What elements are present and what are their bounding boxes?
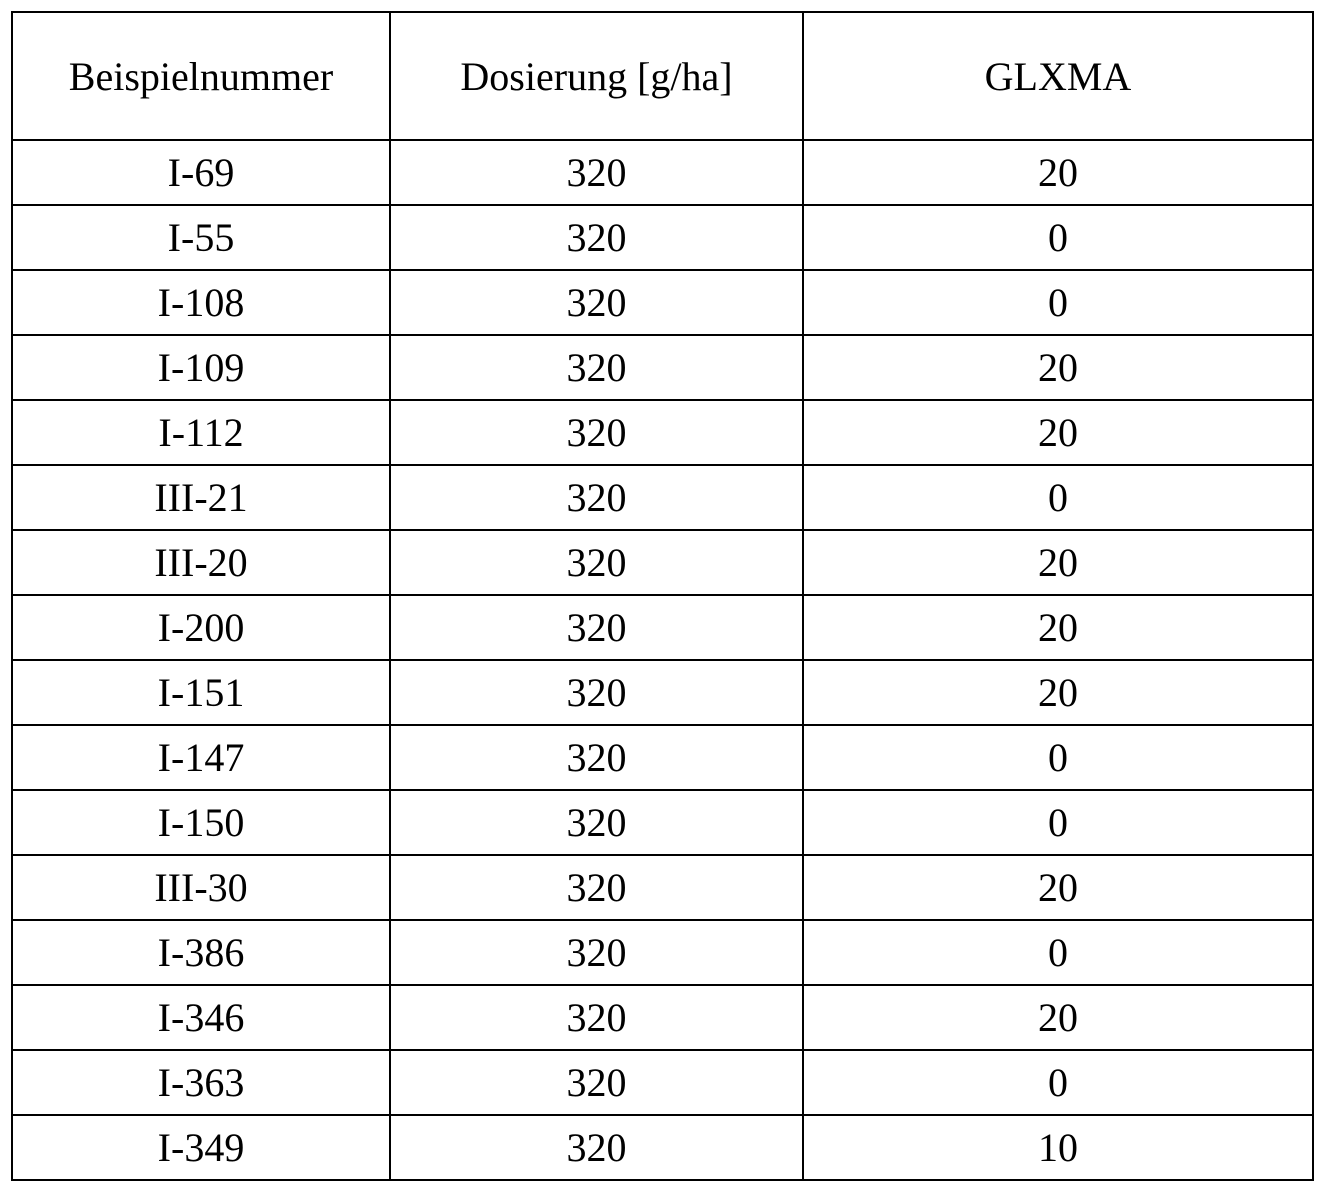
table-cell: 320 [390, 790, 803, 855]
table-cell: III-30 [12, 855, 390, 920]
table-cell: 320 [390, 140, 803, 205]
table-cell: I-386 [12, 920, 390, 985]
header-cell: Dosierung [g/ha] [390, 12, 803, 140]
table-cell: 320 [390, 465, 803, 530]
table-cell: I-363 [12, 1050, 390, 1115]
table-row: I-3863200 [12, 920, 1313, 985]
table-cell: 20 [803, 855, 1313, 920]
table-cell: 320 [390, 1050, 803, 1115]
table-cell: I-349 [12, 1115, 390, 1180]
table-cell: 20 [803, 595, 1313, 660]
table-row: I-34632020 [12, 985, 1313, 1050]
table-cell: 320 [390, 205, 803, 270]
table-cell: 10 [803, 1115, 1313, 1180]
table-cell: 0 [803, 790, 1313, 855]
table-cell: 0 [803, 920, 1313, 985]
header-row: Beispielnummer Dosierung [g/ha] GLXMA [12, 12, 1313, 140]
table-row: III-3032020 [12, 855, 1313, 920]
table-cell: 20 [803, 140, 1313, 205]
table-row: I-3633200 [12, 1050, 1313, 1115]
table-cell: 320 [390, 660, 803, 725]
table-cell: 0 [803, 725, 1313, 790]
table-cell: 0 [803, 270, 1313, 335]
table-cell: I-109 [12, 335, 390, 400]
table-cell: 320 [390, 270, 803, 335]
table-cell: 20 [803, 985, 1313, 1050]
table-cell: I-151 [12, 660, 390, 725]
table-cell: 320 [390, 920, 803, 985]
table-cell: 20 [803, 660, 1313, 725]
table-cell: 0 [803, 465, 1313, 530]
table-cell: 320 [390, 530, 803, 595]
table-cell: I-346 [12, 985, 390, 1050]
table-cell: 320 [390, 725, 803, 790]
table-cell: I-108 [12, 270, 390, 335]
table-cell: III-21 [12, 465, 390, 530]
data-table: Beispielnummer Dosierung [g/ha] GLXMA I-… [11, 11, 1314, 1181]
table-cell: 320 [390, 985, 803, 1050]
table-cell: 320 [390, 335, 803, 400]
table-cell: I-200 [12, 595, 390, 660]
table-cell: 20 [803, 335, 1313, 400]
table-cell: I-147 [12, 725, 390, 790]
table-row: I-11232020 [12, 400, 1313, 465]
table-cell: I-55 [12, 205, 390, 270]
table-row: I-1083200 [12, 270, 1313, 335]
table-row: III-2032020 [12, 530, 1313, 595]
table-cell: I-150 [12, 790, 390, 855]
table-row: I-15132020 [12, 660, 1313, 725]
table-cell: 0 [803, 1050, 1313, 1115]
table-row: I-20032020 [12, 595, 1313, 660]
table-cell: I-69 [12, 140, 390, 205]
table-cell: 320 [390, 855, 803, 920]
table-cell: 320 [390, 400, 803, 465]
header-cell: GLXMA [803, 12, 1313, 140]
table-cell: 20 [803, 530, 1313, 595]
table-row: I-1473200 [12, 725, 1313, 790]
table-cell: 320 [390, 1115, 803, 1180]
table-row: I-553200 [12, 205, 1313, 270]
table-row: I-34932010 [12, 1115, 1313, 1180]
table-cell: 320 [390, 595, 803, 660]
table-cell: 20 [803, 400, 1313, 465]
header-cell: Beispielnummer [12, 12, 390, 140]
table-row: I-1503200 [12, 790, 1313, 855]
table-row: III-213200 [12, 465, 1313, 530]
table-cell: I-112 [12, 400, 390, 465]
table-row: I-10932020 [12, 335, 1313, 400]
table-row: I-6932020 [12, 140, 1313, 205]
table-cell: 0 [803, 205, 1313, 270]
table-cell: III-20 [12, 530, 390, 595]
